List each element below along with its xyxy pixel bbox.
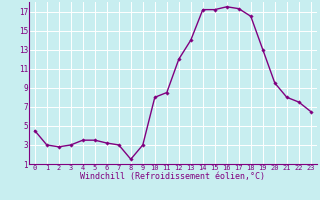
- X-axis label: Windchill (Refroidissement éolien,°C): Windchill (Refroidissement éolien,°C): [80, 172, 265, 181]
